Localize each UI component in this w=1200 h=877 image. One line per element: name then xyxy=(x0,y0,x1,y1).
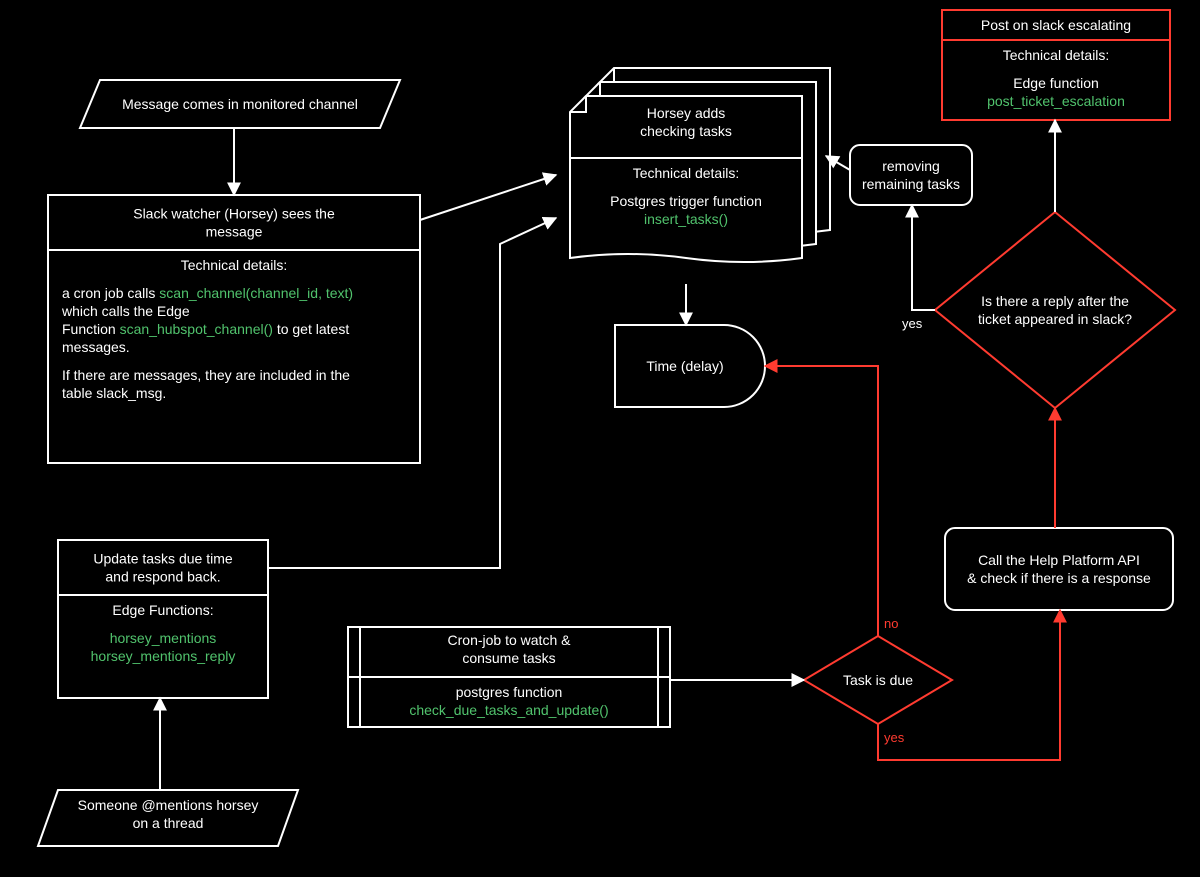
edge-label: yes xyxy=(884,730,905,745)
node-text: post_ticket_escalation xyxy=(987,93,1125,109)
node-text: a cron job calls scan_channel(channel_id… xyxy=(62,285,353,301)
node-text: which calls the Edge xyxy=(61,303,190,319)
node-text: Call the Help Platform API xyxy=(978,552,1140,568)
node-text: and respond back. xyxy=(105,569,220,585)
node-text: Postgres trigger function xyxy=(610,193,762,209)
node-text: insert_tasks() xyxy=(644,211,728,227)
node-text: Technical details: xyxy=(181,257,288,273)
node-text: Technical details: xyxy=(633,165,740,181)
node-text: Edge Functions: xyxy=(112,602,213,618)
node-text: table slack_msg. xyxy=(62,385,166,401)
node-text: Horsey adds xyxy=(647,105,726,121)
node-text: Function scan_hubspot_channel() to get l… xyxy=(62,321,349,337)
node-text: Post on slack escalating xyxy=(981,17,1131,33)
node-text: message xyxy=(206,224,263,240)
node-text: Update tasks due time xyxy=(93,551,233,567)
node-text: Time (delay) xyxy=(646,358,723,374)
node-roundrect xyxy=(945,528,1173,610)
node-text: If there are messages, they are included… xyxy=(62,367,350,383)
node-text: horsey_mentions xyxy=(110,630,217,646)
node-text: checking tasks xyxy=(640,123,732,139)
edge-label: yes xyxy=(902,316,923,331)
node-text: & check if there is a response xyxy=(967,570,1151,586)
node-text: removing xyxy=(882,158,940,174)
node-roundrect xyxy=(850,145,972,205)
node-text: ticket appeared in slack? xyxy=(978,311,1132,327)
node-text: Task is due xyxy=(843,672,913,688)
node-text: postgres function xyxy=(456,684,563,700)
node-text: Is there a reply after the xyxy=(981,293,1129,309)
node-text: Cron-job to watch & xyxy=(448,632,572,648)
node-text: remaining tasks xyxy=(862,176,960,192)
node-text: Edge function xyxy=(1013,75,1099,91)
node-text: messages. xyxy=(62,339,130,355)
flowchart-canvas: Message comes in monitored channel Slack … xyxy=(0,0,1200,877)
node-text: check_due_tasks_and_update() xyxy=(409,702,608,718)
node-text: Someone @mentions horsey xyxy=(78,797,259,813)
edge-label: no xyxy=(884,616,898,631)
node-text: consume tasks xyxy=(462,650,555,666)
node-text: Slack watcher (Horsey) sees the xyxy=(133,206,335,222)
node-text: Message comes in monitored channel xyxy=(122,96,358,112)
node-text: horsey_mentions_reply xyxy=(91,648,236,664)
node-text: Technical details: xyxy=(1003,47,1110,63)
node-text: on a thread xyxy=(133,815,204,831)
